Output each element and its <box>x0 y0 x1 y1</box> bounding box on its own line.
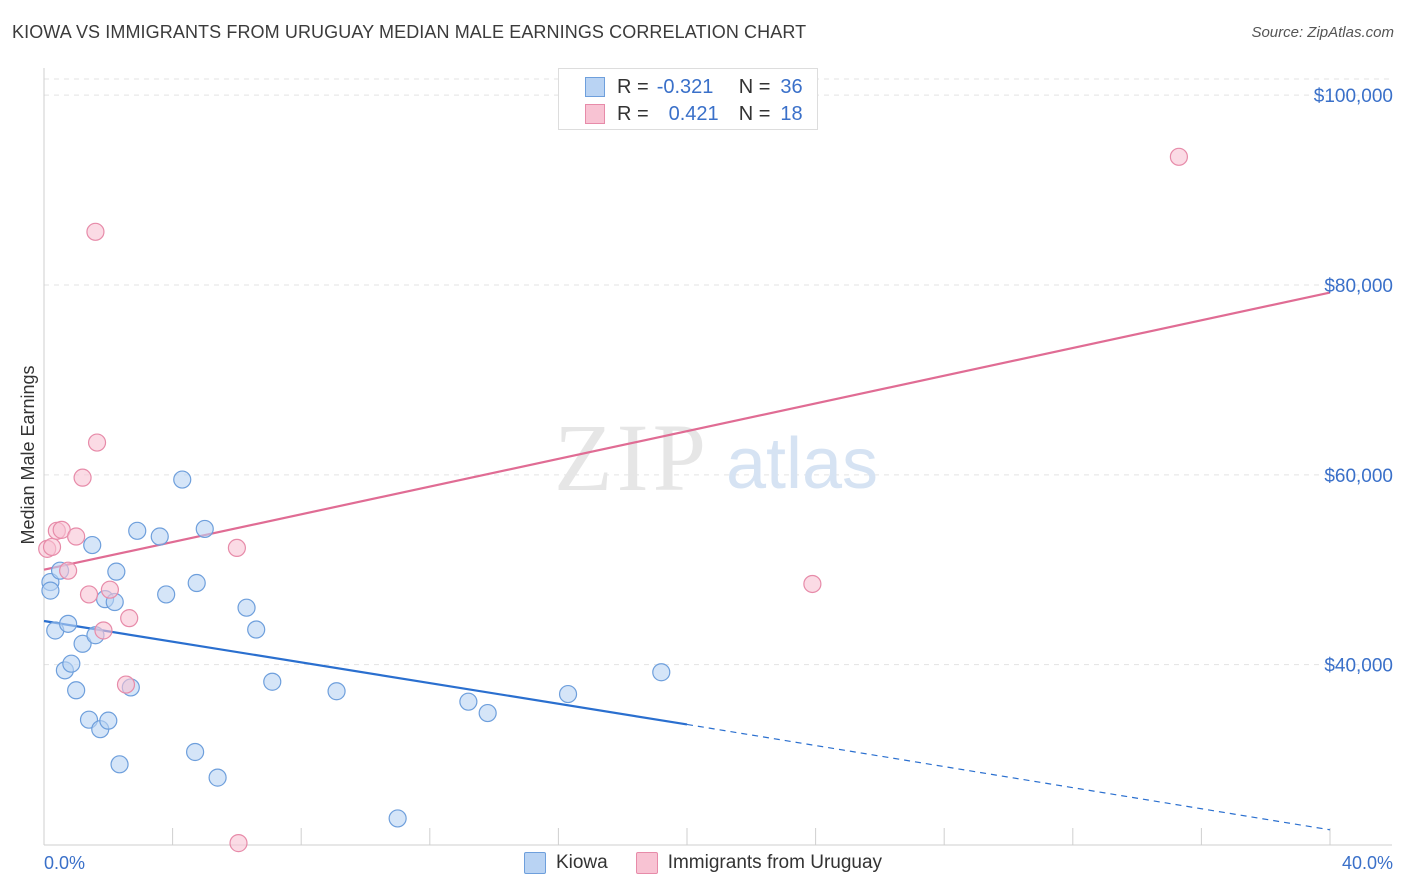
uruguay-point <box>229 834 248 853</box>
uruguay-point <box>79 585 99 604</box>
y-tick-label: $40,000 <box>1324 656 1393 677</box>
kiowa-point <box>187 573 206 593</box>
kiowa-point <box>73 634 92 653</box>
uruguay-point <box>120 609 139 628</box>
kiowa-point <box>107 562 126 581</box>
uruguay-point <box>1169 147 1188 166</box>
kiowa-point <box>41 581 60 600</box>
y-tick-label: $60,000 <box>1324 466 1393 487</box>
legend-n-label: N = <box>738 75 771 98</box>
kiowa-point <box>327 682 346 701</box>
uruguay-swatch <box>585 104 605 124</box>
trend-lines <box>43 291 1331 831</box>
legend-r-value: 0.421 <box>668 102 719 125</box>
kiowa-point <box>558 684 578 704</box>
kiowa-point <box>186 742 205 762</box>
uruguay-point <box>59 561 78 580</box>
data-points <box>38 147 1188 853</box>
legend-row-kiowa: R = -0.321 N = 36 <box>585 75 803 99</box>
watermark-atlas: atlas <box>726 424 878 504</box>
legend-row-uruguay: R = 0.421 N = 18 <box>585 102 803 126</box>
grid-lines <box>44 78 1392 666</box>
x-tick-label: 0.0% <box>44 853 85 873</box>
legend-item-kiowa[interactable]: Kiowa <box>523 852 608 874</box>
kiowa-point <box>195 519 214 539</box>
kiowa-point <box>173 470 192 489</box>
series-legend: Kiowa Immigrants from Uruguay <box>0 852 1406 874</box>
source-label: Source: ZipAtlas.com <box>1251 24 1394 41</box>
uruguay-point <box>42 537 62 557</box>
uruguay-point <box>86 222 105 241</box>
uruguay-point <box>100 580 120 599</box>
legend-n-value: 36 <box>780 75 803 98</box>
kiowa-point <box>652 663 671 682</box>
uruguay-legend-label: Immigrants from Uruguay <box>667 852 883 873</box>
uruguay-point <box>73 468 92 487</box>
uruguay-point <box>87 433 107 452</box>
watermark: ZIP atlas <box>554 404 878 511</box>
uruguay-trend-line <box>43 291 1331 571</box>
kiowa-swatch <box>585 77 605 97</box>
legend-r-value: -0.321 <box>656 75 714 98</box>
legend-r-label: R = <box>617 102 649 125</box>
kiowa-point <box>237 598 256 617</box>
chart-title: KIOWA VS IMMIGRANTS FROM URUGUAY MEDIAN … <box>12 22 807 42</box>
axes <box>43 68 1392 846</box>
legend-n-label: N = <box>738 102 771 125</box>
legend-item-uruguay[interactable]: Immigrants from Uruguay <box>635 852 883 874</box>
kiowa-point <box>99 711 118 730</box>
kiowa-point <box>157 585 176 604</box>
kiowa-point <box>478 703 497 723</box>
tick-labels: $40,000 $60,000 $80,000 $100,000 0.0% 40.0% <box>44 86 1393 873</box>
kiowa-point <box>150 527 169 546</box>
kiowa-point <box>110 755 129 774</box>
kiowa-trend-extension <box>686 723 1331 831</box>
kiowa-legend-swatch <box>523 852 546 874</box>
y-tick-label: $80,000 <box>1324 276 1393 297</box>
kiowa-point <box>83 535 102 555</box>
kiowa-point <box>67 681 86 700</box>
kiowa-point <box>59 614 78 633</box>
kiowa-point <box>388 809 407 828</box>
kiowa-legend-label: Kiowa <box>555 852 608 873</box>
kiowa-point <box>263 672 282 691</box>
x-tick-label: 40.0% <box>1342 853 1393 873</box>
uruguay-point <box>803 574 822 594</box>
kiowa-point <box>128 521 147 540</box>
uruguay-legend-swatch <box>635 852 658 874</box>
uruguay-point <box>116 675 136 694</box>
uruguay-point <box>94 621 113 640</box>
y-tick-label: $100,000 <box>1314 86 1393 107</box>
legend-r-label: R = <box>617 75 649 98</box>
kiowa-point <box>62 654 81 673</box>
watermark-zip: ZIP <box>554 404 710 511</box>
uruguay-point <box>67 527 86 546</box>
y-axis-label: Median Male Earnings <box>18 365 38 544</box>
kiowa-point <box>459 692 478 711</box>
kiowa-point <box>247 620 266 639</box>
kiowa-trend-line <box>43 619 688 726</box>
kiowa-point <box>208 768 227 787</box>
uruguay-point <box>227 538 246 558</box>
correlation-legend: R = -0.321 N = 36 R = 0.421 N = 18 <box>558 68 818 130</box>
legend-n-value: 18 <box>780 102 803 125</box>
